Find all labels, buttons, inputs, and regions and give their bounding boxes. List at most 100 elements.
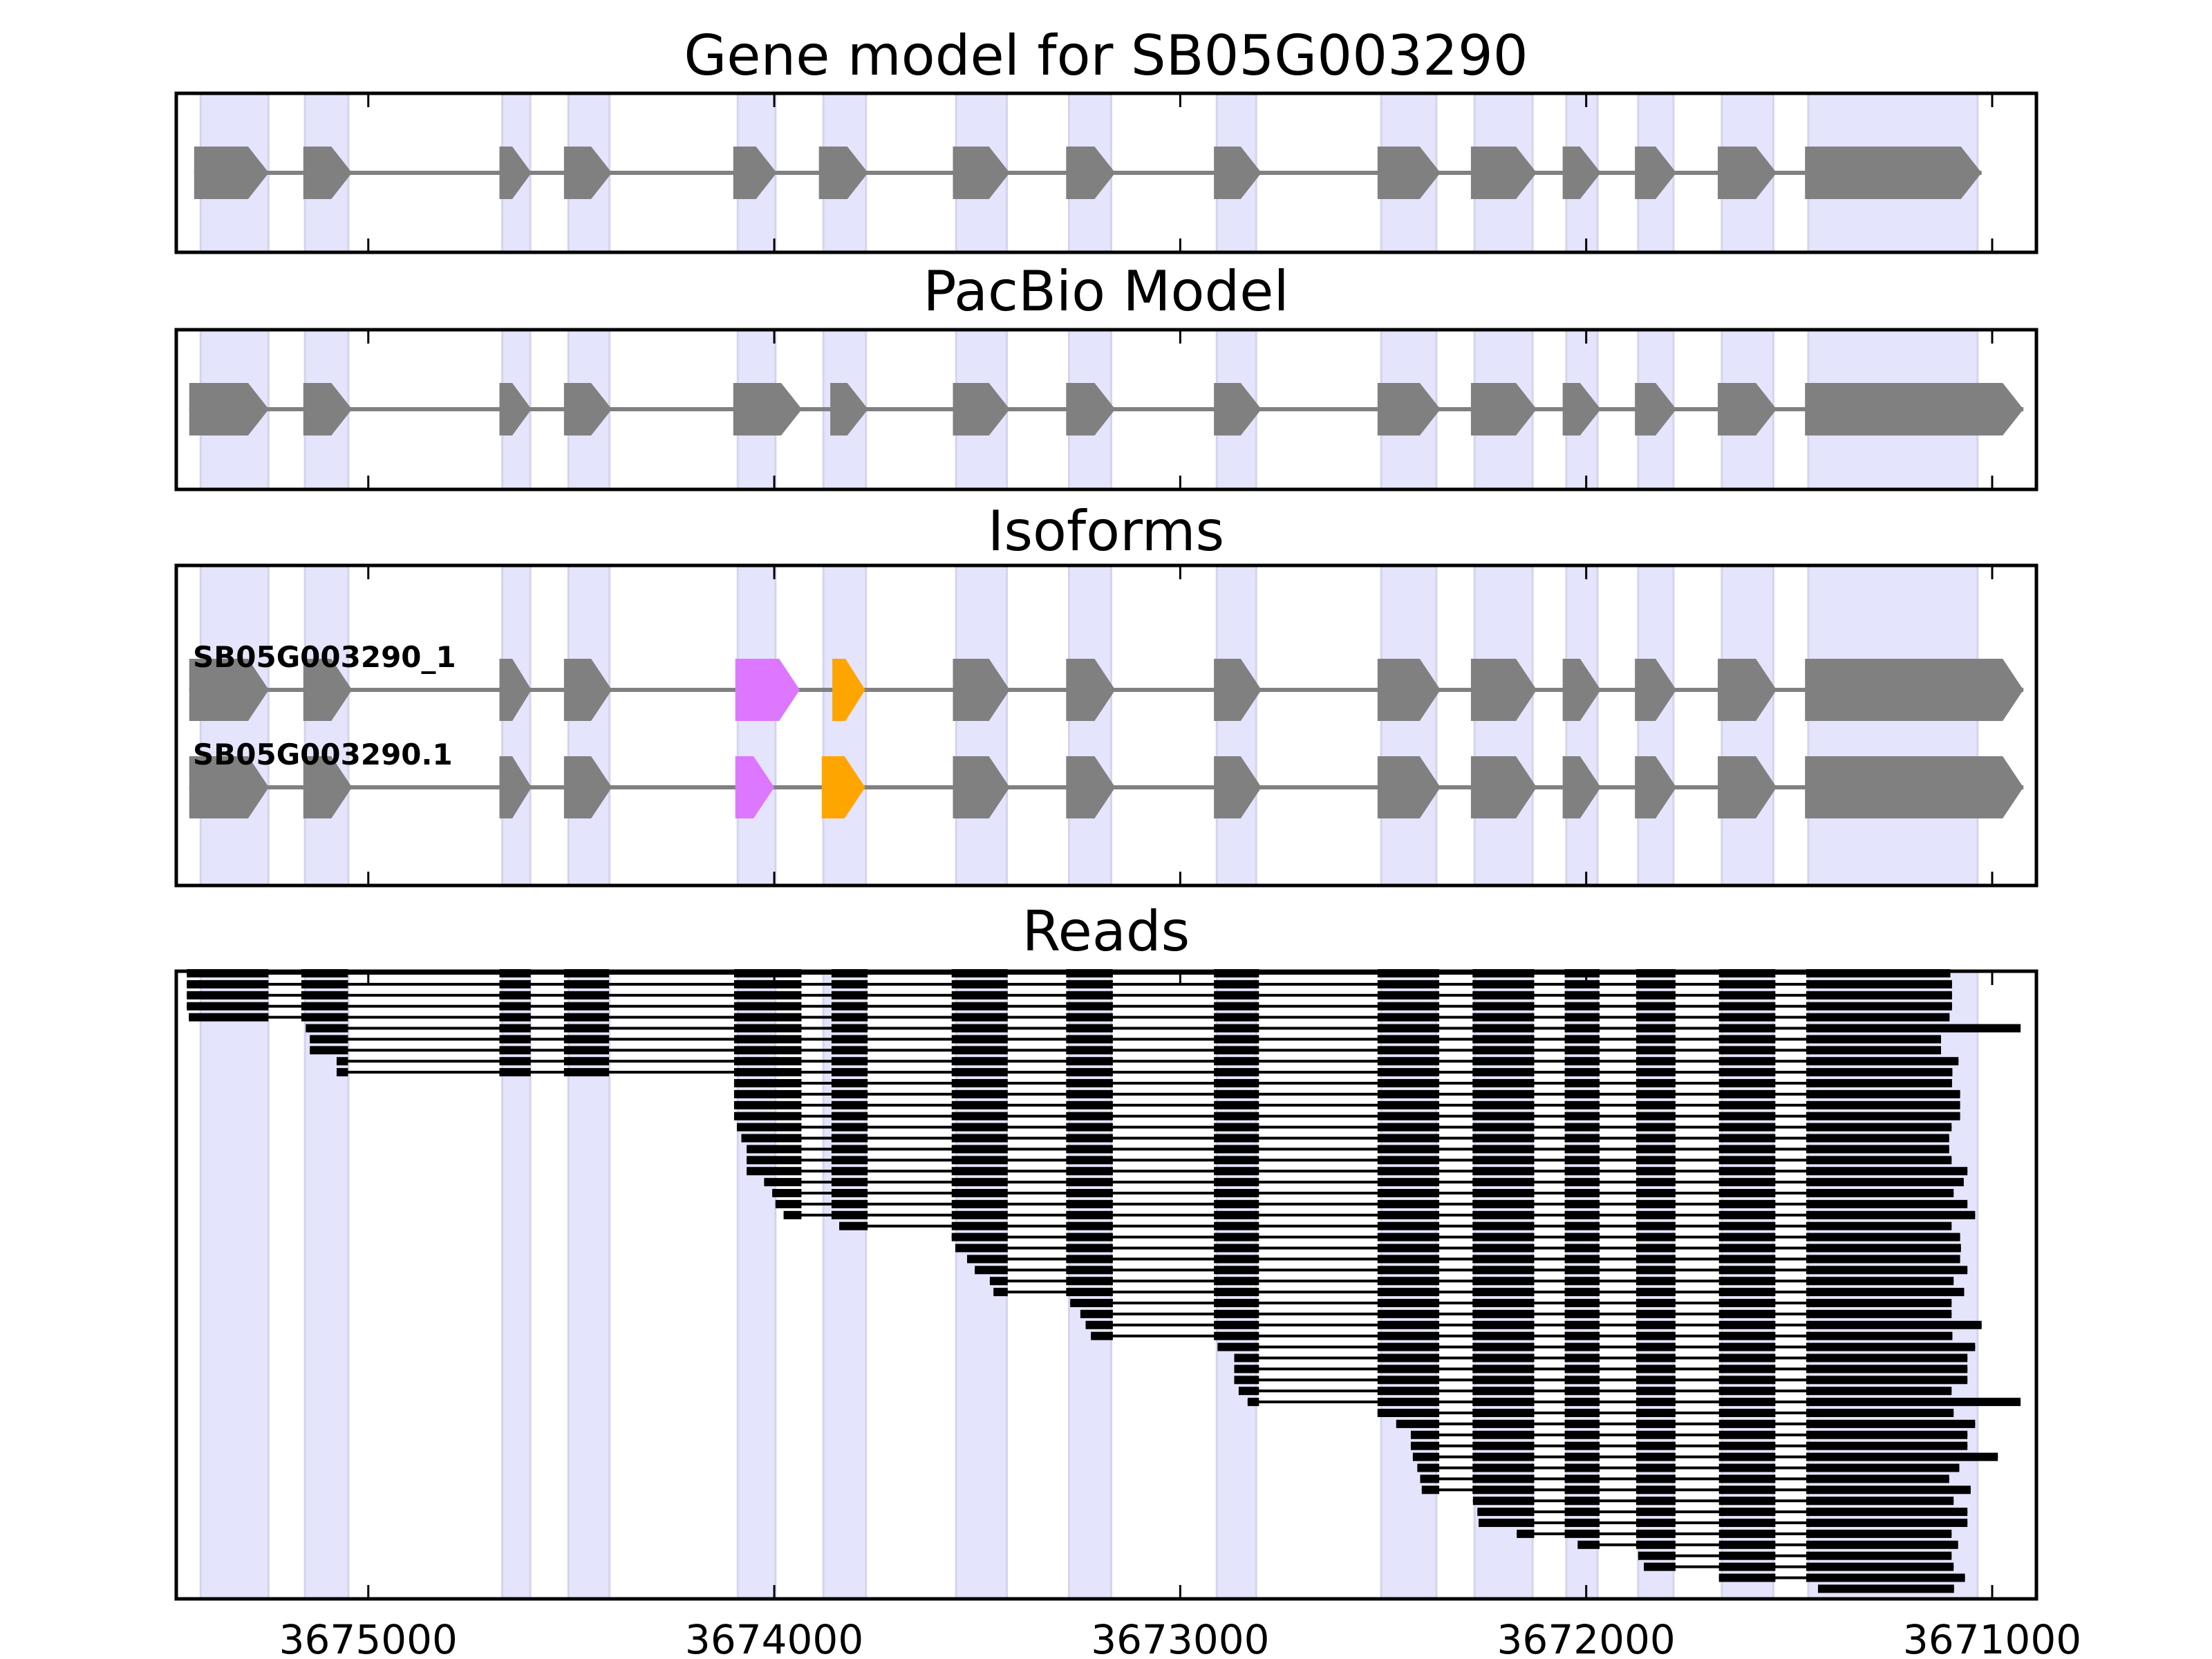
exon-arrow	[1377, 147, 1441, 199]
read-exon-block	[1806, 1419, 1976, 1428]
exon-arrow	[499, 756, 532, 818]
read-exon-block	[1635, 1519, 1676, 1527]
exon-arrow	[189, 383, 269, 435]
read-exon-block	[1718, 1178, 1776, 1187]
read-exon-block	[1479, 1519, 1535, 1527]
exon-arrow	[1066, 383, 1116, 435]
read-exon-block	[1214, 1309, 1259, 1318]
read-exon-block	[563, 1046, 610, 1055]
read-exon-block	[1718, 1419, 1776, 1428]
read-exon-block	[733, 1046, 802, 1055]
read-intron	[733, 1092, 1960, 1096]
read-exon-block	[1635, 1079, 1676, 1087]
exon-arrow	[1805, 659, 2024, 721]
read-exon-block	[1066, 1232, 1113, 1241]
read-exon-block	[1472, 1210, 1535, 1219]
read-exon-block	[1214, 1277, 1259, 1286]
x-tick-label: 3671000	[1903, 1616, 2081, 1659]
read	[1410, 1430, 1968, 1439]
read-exon-block	[1635, 1430, 1676, 1439]
read-exon-block	[1564, 1463, 1600, 1472]
read-exon-block	[187, 1002, 269, 1011]
read-exon-block	[1066, 1123, 1113, 1132]
exon-arrow	[1214, 756, 1262, 818]
read-exon-block	[951, 1134, 1008, 1143]
read-exon-block	[1564, 1089, 1600, 1098]
read-exon-block	[733, 1068, 802, 1077]
read-exon-block	[1377, 1255, 1440, 1264]
read-exon-block	[1718, 1199, 1776, 1208]
read-exon-block	[1718, 1309, 1776, 1318]
exon-shading	[736, 564, 777, 887]
read	[1234, 1376, 1968, 1385]
read-exon-block	[1806, 1540, 1958, 1549]
exon-arrow	[1562, 147, 1601, 199]
read-exon-block	[993, 1288, 1008, 1297]
exon-arrow	[818, 147, 868, 199]
read-exon-block	[733, 1079, 802, 1087]
read-exon-block	[1806, 1255, 1960, 1264]
read-exon-block	[1472, 1100, 1535, 1109]
read-exon-block	[831, 1035, 868, 1044]
read-exon-block	[499, 1024, 531, 1033]
read-exon-block	[1472, 1221, 1535, 1230]
exon-arrow	[1635, 659, 1677, 721]
read-exon-block	[1377, 1244, 1440, 1253]
read-exon-block	[1472, 1376, 1535, 1385]
read-exon-block	[733, 1112, 802, 1121]
read-exon-block	[1377, 1089, 1440, 1098]
read-intron	[1410, 1433, 1968, 1436]
read-exon-block	[563, 1002, 610, 1011]
exon-arrow	[733, 147, 777, 199]
read-exon-block	[1472, 1387, 1535, 1396]
read-exon-block	[1234, 1353, 1259, 1362]
read-exon-block	[1564, 1277, 1600, 1286]
read-exon-block	[1564, 1189, 1600, 1197]
read-exon-block	[1635, 1474, 1676, 1483]
read-exon-block	[831, 1123, 868, 1132]
read-exon-block	[563, 1035, 610, 1044]
read-exon-block	[1718, 1398, 1776, 1407]
read-exon-block	[1635, 1046, 1676, 1055]
read	[747, 1145, 1949, 1154]
read	[1091, 1331, 1953, 1340]
read-exon-block	[1718, 1046, 1776, 1055]
read	[187, 980, 1952, 988]
panel-frame	[174, 328, 2038, 491]
read-exon-block	[1806, 1100, 1960, 1109]
read-exon-block	[967, 1255, 1008, 1264]
read-exon-block	[1472, 1419, 1535, 1428]
read-exon-block	[1718, 1508, 1776, 1517]
read-exon-block	[1564, 1002, 1600, 1011]
read-exon-block	[1377, 1013, 1440, 1022]
read-intron	[1234, 1378, 1968, 1382]
exon-arrow	[1214, 659, 1262, 721]
read-exon-block	[1472, 1409, 1535, 1417]
exon-shading	[1215, 564, 1257, 887]
read-exon-block	[1635, 1221, 1676, 1230]
read-exon-block	[1214, 1320, 1259, 1329]
read	[1070, 1299, 1952, 1307]
read-exon-block	[1635, 1145, 1676, 1154]
read-exon-block	[1066, 1046, 1113, 1055]
read-exon-block	[1066, 1266, 1113, 1275]
read-exon-block	[1718, 1024, 1776, 1033]
exon-arrow	[563, 383, 612, 435]
read-exon-block	[1635, 1376, 1676, 1385]
read-exon-block	[1377, 1331, 1440, 1340]
read-exon-block	[1214, 1002, 1259, 1011]
exon-arrow	[563, 659, 612, 721]
read	[1396, 1419, 1976, 1428]
read	[1085, 1320, 1982, 1329]
read-exon-block	[1635, 1452, 1676, 1461]
read-exon-block	[1718, 1068, 1776, 1077]
read-exon-block	[1806, 1573, 1965, 1582]
exon-arrow	[1562, 383, 1601, 435]
read-exon-block	[1066, 1156, 1113, 1165]
read-exon-block	[1635, 1419, 1676, 1428]
exon-arrow	[1562, 659, 1601, 721]
read-exon-block	[1214, 1145, 1259, 1154]
read-exon-block	[1806, 1508, 1968, 1517]
read-exon-block	[1564, 1474, 1600, 1483]
read-intron	[733, 1103, 1960, 1107]
